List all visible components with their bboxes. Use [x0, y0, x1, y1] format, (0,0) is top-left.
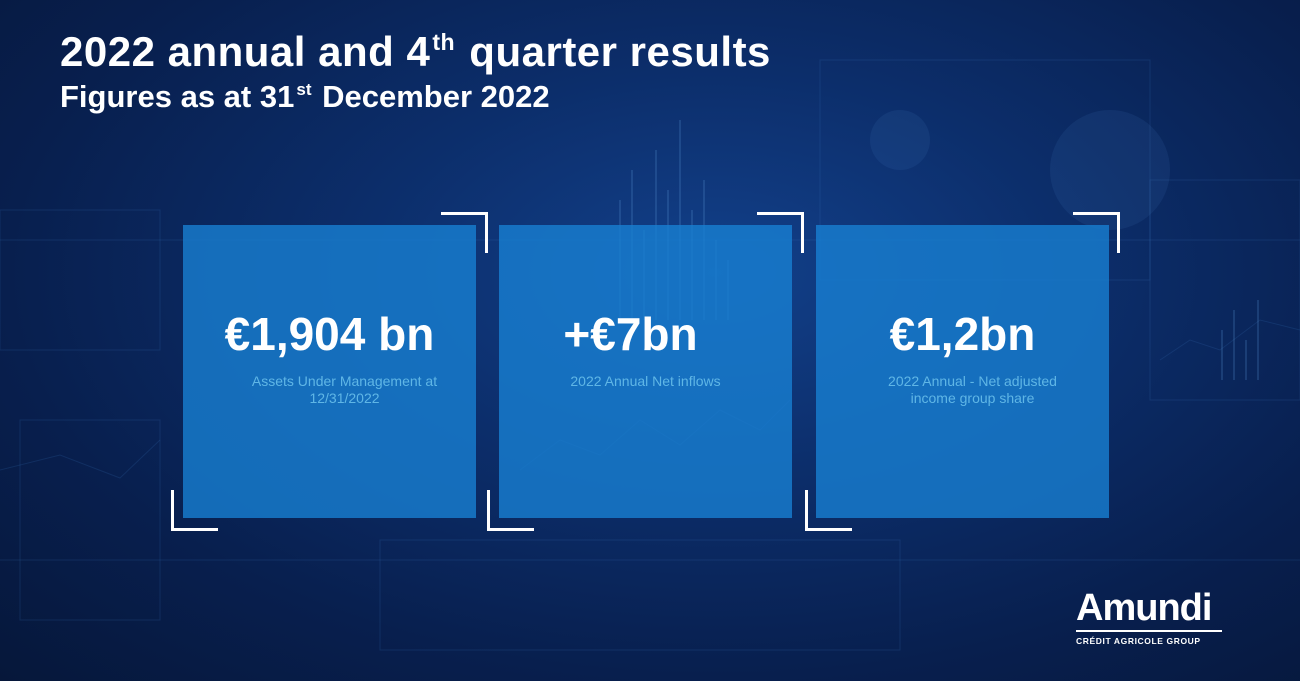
kpi-label-net-inflows: 2022 Annual Net inflows — [570, 373, 721, 389]
kpi-label-net-income: 2022 Annual - Net adjusted income group … — [888, 373, 1057, 406]
title-superscript: th — [432, 28, 456, 55]
bracket-bottom-left-3 — [805, 490, 852, 531]
title-part-2: quarter results — [457, 28, 771, 75]
logo-divider — [1076, 630, 1222, 632]
bracket-top-right-1 — [441, 212, 488, 253]
kpi-value-net-inflows: +€7bn — [563, 308, 698, 360]
bracket-top-right-3 — [1073, 212, 1120, 253]
kpi-value-aum: €1,904 bn — [224, 308, 435, 360]
kpi-card-net-inflows: +€7bn 2022 Annual Net inflows — [499, 225, 792, 518]
subtitle-part-2: December 2022 — [313, 79, 550, 114]
title-part-1: 2022 annual and 4 — [60, 28, 431, 75]
header: 2022 annual and 4th quarter results Figu… — [60, 26, 771, 116]
bracket-top-right-2 — [757, 212, 804, 253]
kpi-value-net-income: €1,2bn — [889, 308, 1036, 360]
page-title: 2022 annual and 4th quarter results — [60, 26, 771, 78]
kpi-label-aum: Assets Under Management at 12/31/2022 — [251, 373, 438, 406]
logo-tagline: CRÉDIT AGRICOLE GROUP — [1076, 636, 1201, 646]
logo-wordmark: Amundi — [1076, 587, 1212, 629]
subtitle-superscript: st — [296, 80, 312, 100]
kpi-card-aum: €1,904 bn Assets Under Management at 12/… — [183, 225, 476, 518]
amundi-logo: Amundi CRÉDIT AGRICOLE GROUP — [1076, 588, 1226, 646]
kpi-card-net-income: €1,2bn 2022 Annual - Net adjusted income… — [816, 225, 1109, 518]
subtitle-part-1: Figures as at 31 — [60, 79, 295, 114]
bracket-bottom-left-2 — [487, 490, 534, 531]
bracket-bottom-left-1 — [171, 490, 218, 531]
